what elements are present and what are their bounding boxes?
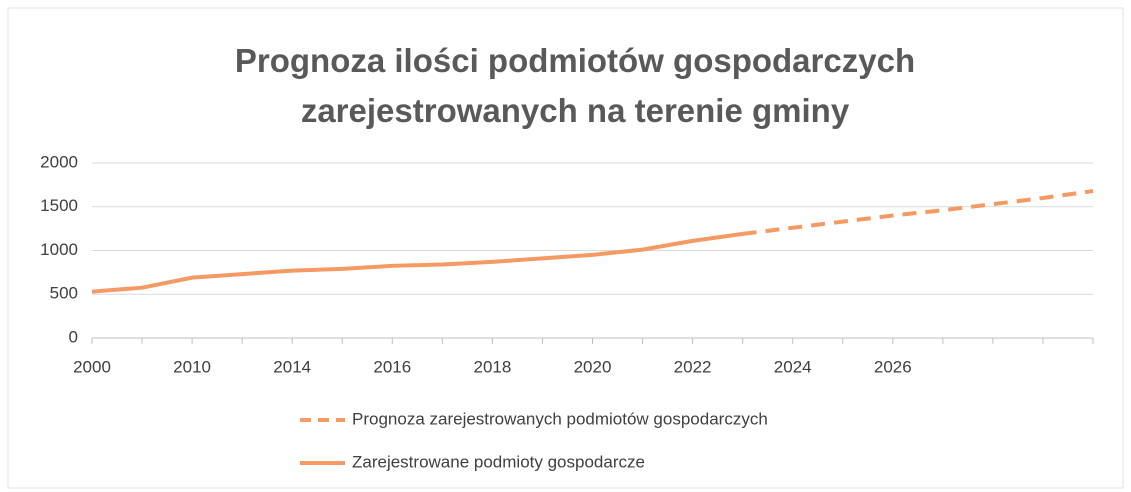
- chart-title: Prognoza ilości podmiotów gospodarczych …: [234, 42, 916, 129]
- y-tick-label: 500: [50, 284, 78, 303]
- series-line: [742, 189, 1094, 236]
- x-tick-label: 2000: [73, 357, 111, 376]
- x-tick-label: 2010: [173, 357, 211, 376]
- chart-border: [7, 7, 1124, 489]
- y-tick-label: 0: [69, 327, 78, 346]
- x-tick-label: 2026: [874, 357, 912, 376]
- x-tick-label: 2022: [674, 357, 712, 376]
- x-tick-label: 2018: [473, 357, 511, 376]
- legend-label: Zarejestrowane podmioty gospodarcze: [352, 452, 645, 471]
- x-tick-label: 2024: [774, 357, 812, 376]
- x-tick-label: 2020: [574, 357, 612, 376]
- y-tick-label: 1500: [40, 196, 78, 215]
- y-tick-label: 1000: [40, 240, 78, 259]
- y-tick-label: 2000: [40, 152, 78, 171]
- x-tick-label: 2014: [273, 357, 311, 376]
- series-line: [91, 231, 743, 294]
- legend-label: Prognoza zarejestrowanych podmiotów gosp…: [352, 409, 768, 428]
- x-tick-label: 2016: [373, 357, 411, 376]
